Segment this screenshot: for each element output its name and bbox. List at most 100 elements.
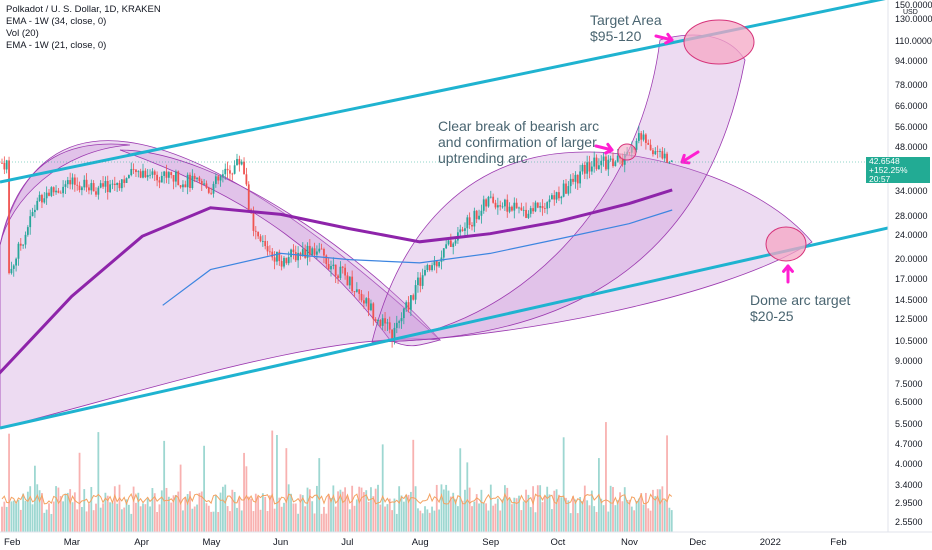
annotation-arrows — [594, 32, 794, 284]
candle-body — [330, 265, 332, 270]
volume-bar — [670, 510, 673, 532]
volume-bar — [661, 486, 664, 532]
volume-bar — [569, 513, 572, 532]
volume-bar — [276, 434, 278, 532]
volume-bar — [419, 510, 422, 532]
volume-bar — [595, 511, 598, 532]
candle-body — [15, 258, 17, 266]
volume-bar — [621, 501, 624, 532]
candle-body — [438, 261, 440, 267]
x-tick-label: Nov — [621, 537, 638, 548]
volume-bar — [179, 464, 182, 532]
candle-body — [466, 217, 469, 229]
volume-bar — [193, 506, 196, 532]
candle-body — [299, 252, 302, 257]
volume-bar — [292, 503, 295, 532]
volume-bar — [83, 489, 86, 532]
volume-bar — [22, 493, 25, 532]
volume-bar — [311, 501, 314, 532]
x-tick-label: Jul — [341, 537, 354, 548]
candle-body — [198, 177, 201, 181]
volume-bar — [113, 486, 116, 532]
volume-legend[interactable]: Vol (20) — [6, 28, 39, 39]
target-area-label: Target Area $95-120 — [590, 12, 662, 44]
volume-bar — [518, 495, 520, 532]
volume-bar — [551, 509, 553, 532]
candle-body — [395, 322, 398, 328]
candle-body — [487, 196, 490, 207]
volume-bar — [386, 504, 389, 532]
x-tick-label: 2022 — [759, 537, 781, 548]
candle-body — [614, 161, 617, 167]
candle-body — [144, 170, 147, 178]
volume-bar — [384, 506, 386, 532]
volume-bar — [231, 489, 234, 532]
candle-body — [504, 199, 506, 207]
volume-bar — [363, 492, 365, 532]
candle-body — [238, 158, 241, 165]
volume-bar — [480, 489, 483, 532]
volume-bar — [388, 498, 391, 532]
volume-bar — [635, 500, 638, 532]
candlesticks — [1, 125, 673, 348]
volume-bar — [203, 445, 205, 532]
candle-body — [543, 208, 546, 209]
candle-body — [473, 210, 476, 227]
volume-bar — [212, 511, 215, 532]
candle-body — [351, 276, 354, 292]
candle-body — [499, 205, 502, 207]
candle-body — [468, 217, 471, 225]
candle-body — [177, 171, 180, 186]
volume-bar — [656, 489, 659, 532]
candle-body — [605, 156, 607, 170]
candle-body — [428, 264, 431, 271]
x-tick-label: Oct — [550, 537, 566, 548]
volume-bar — [428, 512, 431, 532]
volume-bar — [494, 503, 497, 532]
candle-body — [233, 165, 236, 174]
candle-body — [38, 194, 41, 201]
candle-body — [297, 252, 299, 261]
volume-bar — [3, 501, 6, 532]
volume-bar — [243, 452, 245, 532]
ema-34-legend[interactable]: EMA - 1W (34, close, 0) — [6, 16, 107, 27]
volume-bar — [308, 489, 311, 532]
volume-bar — [226, 506, 229, 532]
candle-body — [489, 196, 492, 198]
volume-bar — [565, 497, 567, 532]
volume-bar — [417, 508, 419, 532]
volume-bar — [111, 502, 114, 532]
volume-bar — [637, 498, 640, 532]
volume-bar — [90, 486, 93, 532]
candle-body — [358, 289, 361, 294]
candle-body — [273, 257, 276, 262]
candle-body — [501, 206, 504, 208]
candle-body — [116, 182, 119, 186]
volume-bar — [323, 506, 325, 532]
candle-body — [635, 140, 638, 150]
ema-21-legend[interactable]: EMA - 1W (21, close, 0) — [6, 40, 107, 51]
candle-body — [600, 160, 603, 166]
candle-body — [29, 216, 32, 228]
candle-body — [52, 187, 55, 193]
volume-bar — [15, 503, 17, 532]
volume-bar — [438, 509, 440, 532]
candle-body — [344, 267, 346, 276]
volume-bar — [287, 484, 290, 532]
volume-bar — [501, 499, 504, 532]
volume-bar — [457, 506, 459, 532]
candle-body — [97, 187, 100, 195]
candle-body — [574, 174, 577, 182]
candle-body — [402, 308, 405, 319]
volume-bar — [236, 507, 238, 532]
volume-bar — [240, 510, 243, 532]
volume-bar — [402, 501, 405, 532]
candle-body — [426, 264, 429, 270]
volume-bar — [118, 484, 121, 532]
volume-bar — [142, 503, 144, 532]
volume-bar — [325, 513, 328, 532]
volume-bar — [668, 507, 671, 532]
arc-shape — [119, 149, 441, 347]
volume-bar — [410, 491, 412, 532]
